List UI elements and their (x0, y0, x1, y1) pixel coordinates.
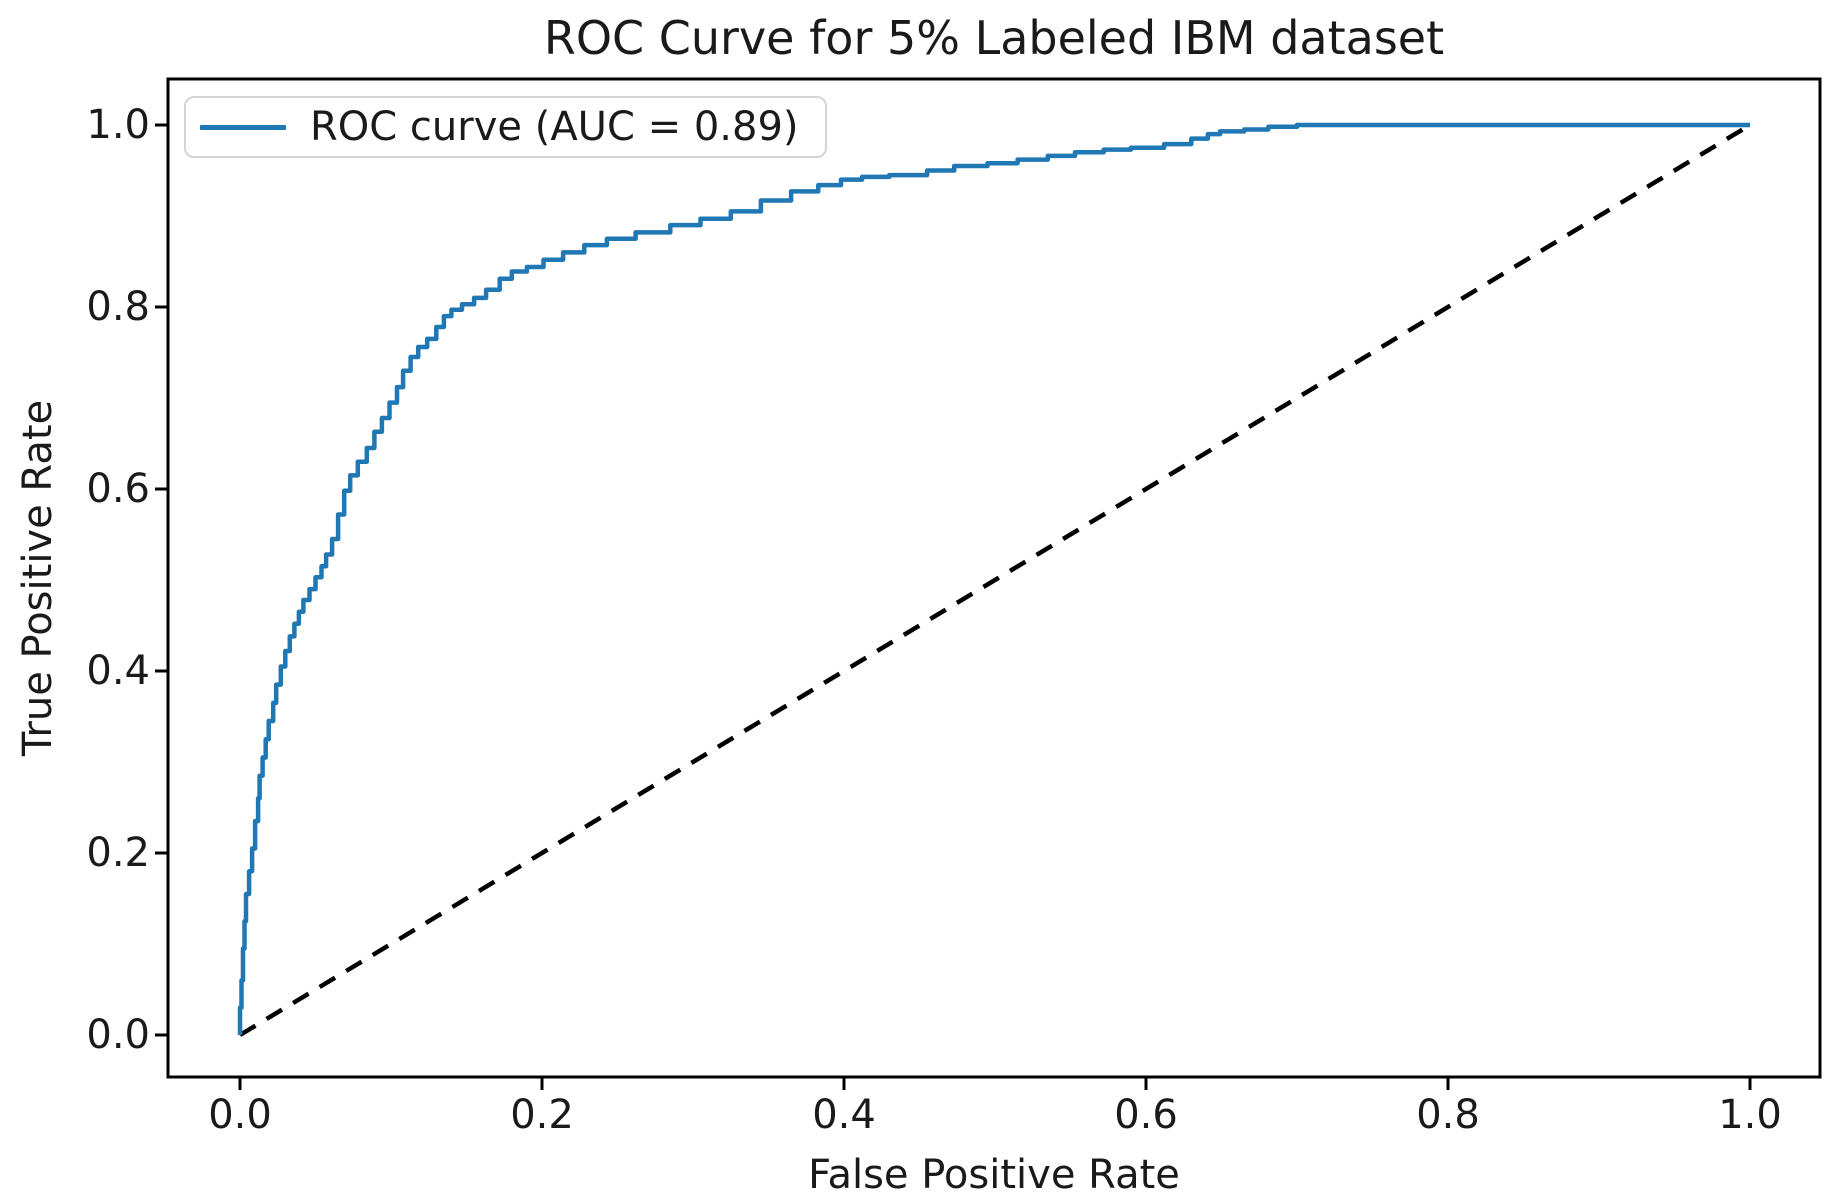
x-tick-label: 0.6 (1114, 1092, 1178, 1138)
roc-curve-line (237, 122, 1750, 1035)
x-tick-label: 0.8 (1416, 1092, 1480, 1138)
plot-frame (166, 77, 1822, 1079)
chance-diagonal-line (238, 123, 1752, 1037)
y-tick-label: 0.8 (86, 284, 150, 330)
y-tick-label: 0.6 (86, 466, 150, 512)
y-tick-label: 1.0 (86, 102, 150, 148)
y-tick-label: 0.4 (86, 648, 150, 694)
x-tick-label: 1.0 (1718, 1092, 1782, 1138)
chart-title: ROC Curve for 5% Labeled IBM dataset (543, 11, 1445, 65)
y-axis-label-text: True Positive Rate (15, 399, 61, 757)
x-tick-label: 0.4 (812, 1092, 876, 1138)
x-axis-label: False Positive Rate (808, 1152, 1180, 1194)
x-tick-label: 0.2 (510, 1092, 574, 1138)
axis-tick-marks (155, 123, 1752, 1090)
x-tick-label: 0.0 (208, 1092, 272, 1138)
legend-box: ROC curve (AUC = 0.89) (184, 96, 827, 158)
y-tick-label: 0.2 (86, 830, 150, 876)
legend-label: ROC curve (AUC = 0.89) (310, 104, 799, 150)
legend-line-sample (200, 124, 286, 130)
y-tick-label: 0.0 (86, 1012, 150, 1058)
